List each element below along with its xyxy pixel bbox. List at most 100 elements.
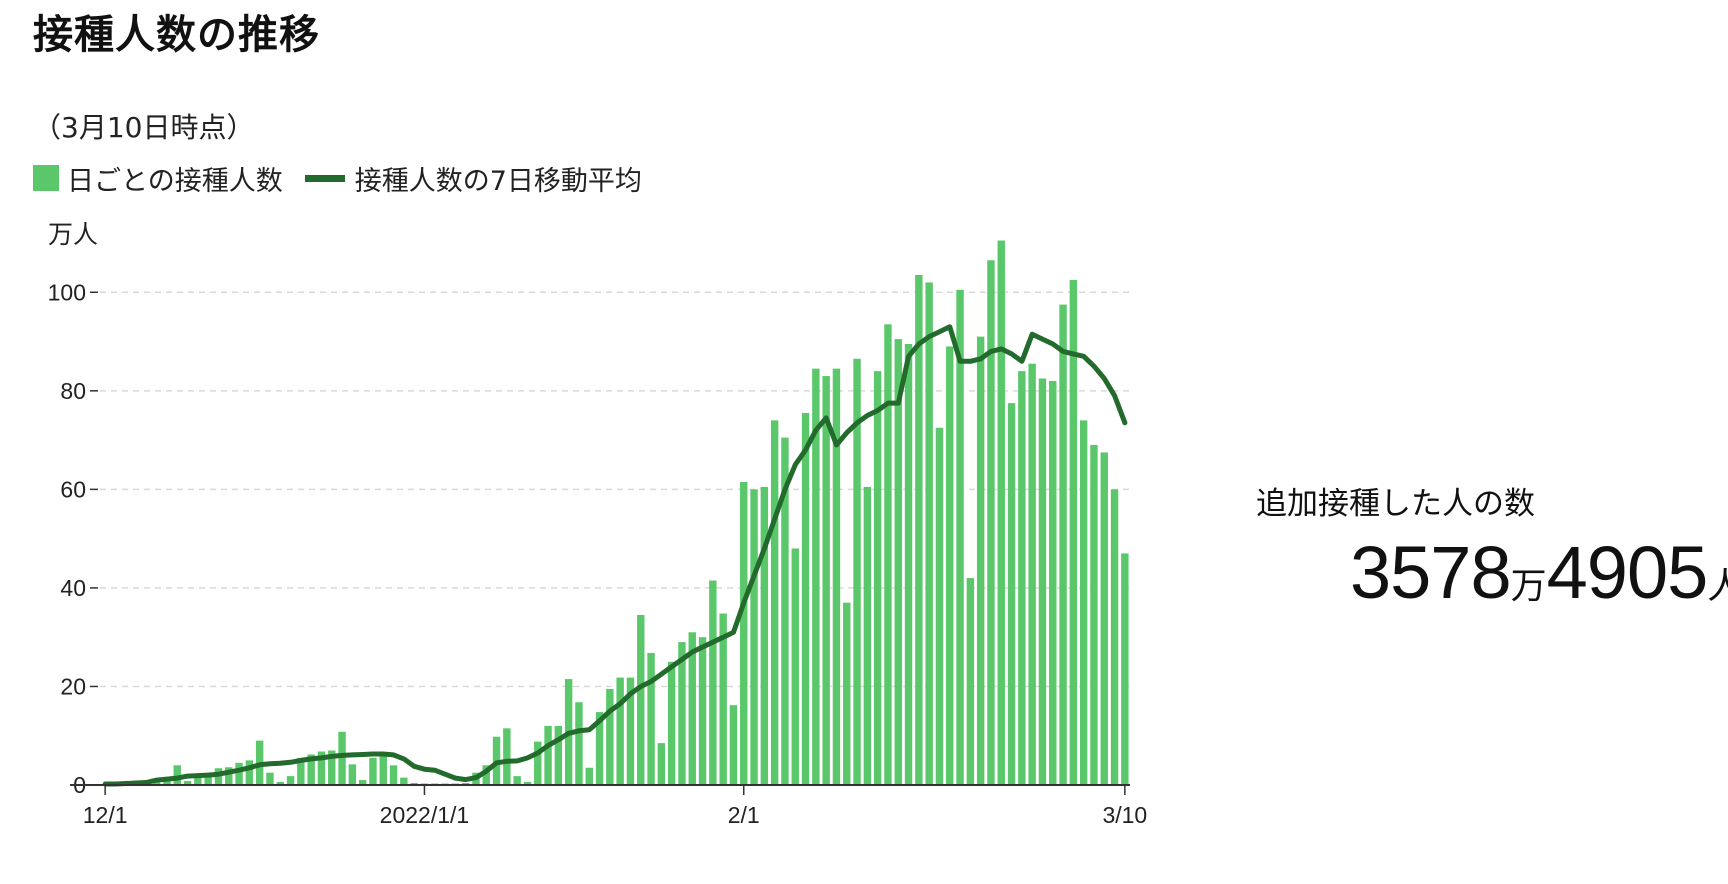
bar bbox=[667, 661, 676, 785]
bar bbox=[729, 705, 738, 785]
bar bbox=[832, 368, 841, 785]
bar bbox=[1038, 378, 1047, 785]
bar bbox=[791, 548, 799, 785]
legend-line-swatch bbox=[304, 174, 345, 182]
bar bbox=[822, 376, 830, 785]
bar bbox=[245, 760, 254, 785]
total-man-value: 3578 bbox=[1350, 531, 1512, 614]
legend-bar-swatch bbox=[33, 165, 59, 191]
bar bbox=[369, 757, 377, 785]
bar bbox=[266, 772, 274, 785]
as-of-date: （3月10日時点） bbox=[33, 111, 255, 144]
bar bbox=[688, 632, 696, 785]
bar bbox=[575, 702, 583, 785]
bar bbox=[843, 602, 851, 785]
x-tick-label: 3/10 bbox=[1102, 802, 1147, 828]
bar bbox=[760, 486, 769, 785]
legend-item-daily: 日ごとの接種人数 bbox=[33, 159, 283, 198]
bar bbox=[328, 750, 336, 785]
bar bbox=[585, 767, 593, 785]
bar bbox=[946, 346, 954, 785]
bar bbox=[657, 743, 666, 785]
bar bbox=[173, 765, 181, 785]
bar bbox=[647, 652, 655, 785]
y-tick-label: 60 bbox=[60, 476, 86, 502]
bar bbox=[225, 767, 233, 785]
bar bbox=[698, 637, 707, 785]
bar bbox=[523, 782, 532, 785]
legend-label-moving-average: 接種人数の7日移動平均 bbox=[354, 165, 642, 197]
legend-item-moving-average: 接種人数の7日移動平均 bbox=[304, 159, 642, 198]
bar bbox=[204, 772, 212, 785]
moving-average-line bbox=[102, 324, 1128, 787]
y-tick-label: 40 bbox=[60, 575, 86, 601]
bar bbox=[1059, 304, 1067, 785]
bar bbox=[1028, 363, 1036, 785]
x-tick-label: 12/1 bbox=[83, 802, 128, 828]
bar bbox=[554, 725, 563, 785]
bar bbox=[740, 481, 748, 785]
bar bbox=[379, 755, 387, 785]
bar bbox=[873, 371, 882, 785]
bar bbox=[235, 762, 243, 785]
bar bbox=[966, 578, 975, 785]
total-value: 3578万4905人 bbox=[1350, 530, 1728, 615]
bar bbox=[1100, 452, 1108, 785]
bar bbox=[1090, 445, 1098, 785]
bar bbox=[915, 275, 923, 785]
bar bbox=[637, 615, 645, 785]
bar bbox=[276, 782, 284, 785]
bar bbox=[616, 677, 624, 785]
total-label: 追加接種した人の数 bbox=[1256, 486, 1535, 522]
bar bbox=[1049, 380, 1057, 785]
bar bbox=[904, 344, 913, 785]
bar bbox=[338, 731, 346, 785]
bar bbox=[482, 765, 490, 785]
bar bbox=[1018, 371, 1026, 785]
bar bbox=[719, 613, 727, 785]
bar bbox=[183, 781, 192, 785]
bar bbox=[317, 751, 326, 785]
bar bbox=[503, 728, 511, 785]
bar bbox=[358, 780, 367, 785]
total-person-unit: 人 bbox=[1707, 565, 1728, 606]
bar bbox=[812, 368, 820, 785]
bar bbox=[1079, 420, 1088, 785]
bar bbox=[595, 712, 604, 785]
bar bbox=[606, 688, 614, 785]
x-tick-label: 2022/1/1 bbox=[380, 802, 470, 828]
bar bbox=[884, 324, 892, 785]
moving-average-series bbox=[102, 324, 1128, 787]
x-axis: 12/1 2022/1/1 2/1 3/10 bbox=[70, 784, 1147, 828]
chart-legend: 日ごとの接種人数 接種人数の7日移動平均 bbox=[33, 159, 664, 198]
bar bbox=[678, 642, 686, 785]
bar bbox=[400, 777, 408, 785]
bar bbox=[709, 580, 717, 785]
bar bbox=[750, 489, 758, 785]
bar bbox=[801, 412, 810, 785]
bar bbox=[1007, 403, 1016, 785]
bar bbox=[976, 336, 985, 785]
bar bbox=[956, 289, 964, 785]
total-rest-value: 4905 bbox=[1546, 531, 1709, 614]
bar bbox=[297, 757, 305, 785]
total-man-unit: 万 bbox=[1510, 565, 1547, 606]
bar bbox=[1069, 279, 1078, 785]
bar bbox=[925, 282, 933, 785]
x-tick-label: 2/1 bbox=[728, 802, 760, 828]
y-tick-label: 20 bbox=[60, 673, 86, 699]
bar bbox=[987, 260, 995, 785]
bar bbox=[1110, 489, 1119, 785]
bar bbox=[1121, 553, 1129, 785]
bar bbox=[935, 427, 944, 785]
bar bbox=[348, 764, 357, 785]
bar bbox=[770, 420, 779, 785]
bar bbox=[286, 776, 295, 785]
bar bbox=[863, 486, 872, 785]
bar bbox=[194, 776, 202, 785]
y-tick-label: 80 bbox=[60, 378, 86, 404]
bar bbox=[534, 741, 542, 785]
y-tick-label: 100 bbox=[48, 279, 86, 305]
bar bbox=[389, 765, 398, 785]
